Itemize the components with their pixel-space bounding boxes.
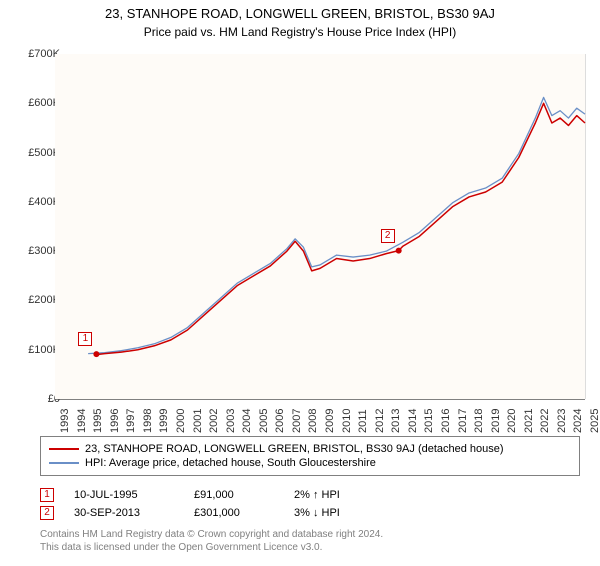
x-tick-label: 2004 [241, 409, 253, 433]
event-price-1: £91,000 [194, 489, 274, 501]
event-row-2: 2 30-SEP-2013 £301,000 3% ↓ HPI [40, 506, 580, 520]
x-tick-label: 2015 [423, 409, 435, 433]
marker-label-1: 1 [78, 332, 92, 346]
x-tick-label: 2013 [390, 409, 402, 433]
event-marker-2: 2 [40, 506, 54, 520]
x-tick-label: 2018 [473, 409, 485, 433]
y-tick-label: £200K [5, 294, 60, 306]
footer-line1: Contains HM Land Registry data © Crown c… [40, 528, 580, 541]
x-tick-label: 2021 [523, 409, 535, 433]
x-tick-label: 2011 [357, 409, 369, 433]
chart-plot-svg [55, 54, 585, 399]
y-tick-label: £400K [5, 196, 60, 208]
event-delta-1: 2% ↑ HPI [294, 489, 580, 501]
x-tick-label: 2016 [440, 409, 452, 433]
y-tick-label: £600K [5, 97, 60, 109]
x-tick-label: 2012 [374, 409, 386, 433]
marker-dot-1 [93, 351, 99, 357]
legend-swatch-hpi [49, 462, 79, 464]
x-tick-label: 2007 [291, 409, 303, 433]
x-tick-label: 2009 [324, 409, 336, 433]
gridline-v [585, 54, 586, 399]
x-tick-label: 2023 [556, 409, 568, 433]
footer-line2: This data is licensed under the Open Gov… [40, 541, 580, 554]
y-tick-label: £700K [5, 48, 60, 60]
x-tick-label: 2010 [341, 409, 353, 433]
y-tick-label: £100K [5, 344, 60, 356]
event-delta-2: 3% ↓ HPI [294, 507, 580, 519]
event-marker-1: 1 [40, 488, 54, 502]
x-tick-label: 1994 [76, 409, 88, 433]
x-tick-label: 1993 [59, 409, 71, 433]
x-tick-label: 2000 [175, 409, 187, 433]
chart-title-line1: 23, STANHOPE ROAD, LONGWELL GREEN, BRIST… [0, 6, 600, 21]
footer-attribution: Contains HM Land Registry data © Crown c… [40, 528, 580, 554]
x-axis-line [55, 399, 585, 400]
x-tick-label: 1999 [158, 409, 170, 433]
event-date-2: 30-SEP-2013 [74, 507, 174, 519]
event-date-1: 10-JUL-1995 [74, 489, 174, 501]
x-tick-label: 2006 [274, 409, 286, 433]
x-tick-label: 2002 [208, 409, 220, 433]
legend-swatch-property [49, 448, 79, 450]
x-tick-label: 2003 [225, 409, 237, 433]
legend-item-hpi: HPI: Average price, detached house, Sout… [49, 457, 571, 469]
y-tick-label: £500K [5, 147, 60, 159]
x-tick-label: 2005 [258, 409, 270, 433]
x-tick-label: 1996 [109, 409, 121, 433]
x-tick-label: 2001 [192, 409, 204, 433]
x-tick-label: 2024 [572, 409, 584, 433]
marker-dot-2 [396, 248, 402, 254]
x-tick-label: 1997 [125, 409, 137, 433]
x-tick-label: 1995 [92, 409, 104, 433]
event-price-2: £301,000 [194, 507, 274, 519]
marker-label-2: 2 [381, 229, 395, 243]
chart-title-line2: Price paid vs. HM Land Registry's House … [0, 25, 600, 39]
event-row-1: 1 10-JUL-1995 £91,000 2% ↑ HPI [40, 488, 580, 502]
x-tick-label: 1998 [142, 409, 154, 433]
x-tick-label: 2017 [457, 409, 469, 433]
events-table: 1 10-JUL-1995 £91,000 2% ↑ HPI 2 30-SEP-… [40, 484, 580, 524]
y-tick-label: £0 [5, 393, 60, 405]
x-tick-label: 2020 [506, 409, 518, 433]
legend-label-property: 23, STANHOPE ROAD, LONGWELL GREEN, BRIST… [85, 443, 504, 455]
chart-container: 23, STANHOPE ROAD, LONGWELL GREEN, BRIST… [0, 6, 600, 566]
x-tick-label: 2022 [539, 409, 551, 433]
x-tick-label: 2008 [307, 409, 319, 433]
x-tick-label: 2019 [490, 409, 502, 433]
legend: 23, STANHOPE ROAD, LONGWELL GREEN, BRIST… [40, 436, 580, 476]
legend-item-property: 23, STANHOPE ROAD, LONGWELL GREEN, BRIST… [49, 443, 571, 455]
x-tick-label: 2025 [589, 409, 600, 433]
y-tick-label: £300K [5, 245, 60, 257]
legend-label-hpi: HPI: Average price, detached house, Sout… [85, 457, 376, 469]
x-tick-label: 2014 [407, 409, 419, 433]
